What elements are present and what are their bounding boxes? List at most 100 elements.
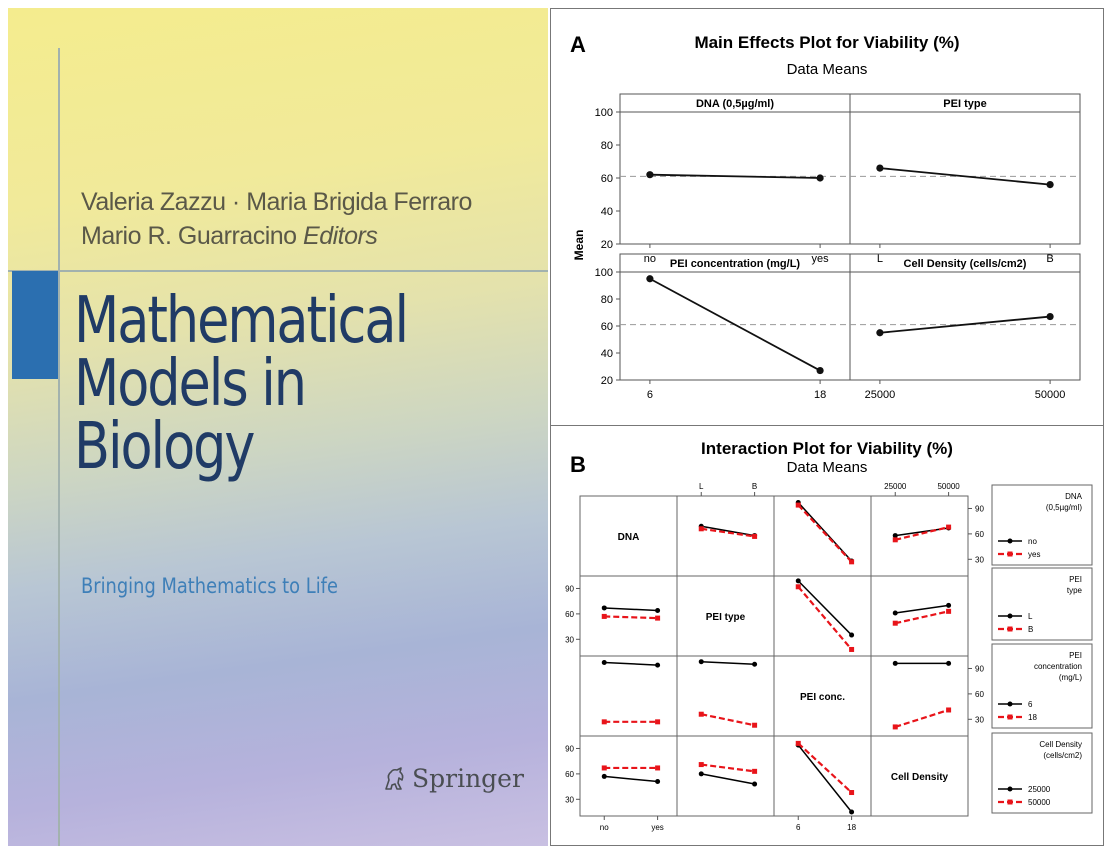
legend-entry: yes [1028, 550, 1040, 559]
y-tick-label: 60 [975, 530, 984, 539]
legend-entry: 25000 [1028, 785, 1051, 794]
legend-entry: 18 [1028, 713, 1037, 722]
cover-title-line: Mathematical [74, 284, 409, 358]
legend-title: concentration [1034, 662, 1082, 671]
data-point [655, 662, 661, 668]
legend-title: DNA [1065, 492, 1083, 501]
data-point [849, 632, 855, 638]
interaction-line-level-2 [797, 742, 853, 794]
y-tick-label: 20 [601, 239, 613, 251]
interaction-line-level-1 [604, 661, 658, 666]
x-tick-label: B [1046, 253, 1053, 265]
interaction-title: Interaction Plot for Viability (%) [701, 439, 953, 458]
cover-vertical-rule [58, 48, 60, 846]
data-point [892, 537, 898, 543]
interaction-line-level-2 [894, 708, 949, 728]
publisher-name: Springer [412, 764, 524, 793]
data-point [655, 615, 661, 621]
data-point [816, 366, 824, 375]
data-point [849, 646, 855, 652]
panel-b-frame [550, 425, 1104, 846]
data-point [946, 602, 952, 608]
legend-title: (cells/cm2) [1043, 751, 1082, 760]
interaction-line-level-1 [604, 607, 658, 612]
x-tick-label: 18 [847, 823, 856, 832]
legend-entry: 6 [1028, 700, 1033, 709]
panel-strip-title: PEI type [943, 98, 986, 110]
data-point [646, 275, 654, 283]
x-tick-label: 50000 [1035, 389, 1066, 401]
legend-marker [1007, 538, 1013, 544]
y-tick-label: 60 [565, 610, 574, 619]
x-tick-label: no [644, 253, 656, 265]
data-point [816, 174, 824, 182]
data-point [752, 661, 758, 667]
interaction-line-level-2 [797, 504, 853, 563]
interaction-line-level-2 [895, 610, 949, 625]
legend-marker [1007, 701, 1013, 707]
cover-title: Mathematical Models in Biology [74, 284, 409, 479]
data-point [876, 164, 884, 172]
data-point [752, 768, 758, 774]
cover-subtitle: Bringing Mathematics to Life [81, 574, 338, 598]
legend-title: PEI [1069, 651, 1082, 660]
panel-strip-title: DNA (0,5µg/ml) [696, 98, 774, 110]
y-tick-label: 30 [975, 555, 984, 564]
main-effect-line [879, 167, 1051, 186]
data-point [892, 610, 898, 616]
data-point [601, 613, 607, 619]
x-tick-label: 25000 [865, 389, 896, 401]
y-tick-label: 90 [565, 744, 574, 753]
interaction-line-level-2 [701, 713, 755, 727]
data-point [601, 765, 607, 771]
data-point [698, 771, 704, 777]
main-effects-plot: DNA (0,5µg/ml) 20 40 60 80 100 no yes PEI type L B… [595, 93, 1081, 401]
interaction-line-level-1 [701, 773, 755, 785]
data-point [601, 719, 607, 725]
cover-title-line: Models in [74, 347, 307, 421]
interaction-line-level-1 [895, 604, 949, 614]
legend-title: type [1067, 586, 1083, 595]
data-point [892, 533, 898, 539]
data-point [752, 533, 758, 539]
panel-frame [619, 253, 851, 381]
y-tick-label: 90 [975, 664, 984, 673]
data-point [946, 524, 952, 530]
data-point [849, 559, 855, 565]
cover-authors-line-1: Valeria Zazzu · Maria Brigida Ferraro [81, 188, 472, 216]
y-tick-label: 100 [595, 107, 613, 119]
main-effect-line [879, 315, 1051, 334]
data-point [946, 707, 952, 713]
data-point [752, 722, 758, 728]
x-tick-label: L [877, 253, 883, 265]
legend-marker [1007, 551, 1013, 557]
interaction-line-level-2 [797, 586, 853, 651]
panel-a-letter: A [570, 32, 586, 57]
data-point [795, 740, 801, 746]
y-tick-label: 90 [975, 504, 984, 513]
data-point [892, 620, 898, 626]
legend-marker [1007, 799, 1013, 805]
interaction-line-level-1 [701, 525, 755, 537]
book-cover: Valeria Zazzu · Maria Brigida Ferraro Ma… [8, 8, 548, 846]
factor-label: DNA [618, 532, 640, 543]
data-point [1046, 312, 1054, 321]
data-point [946, 608, 952, 614]
x-tick-label: 50000 [937, 482, 960, 491]
y-tick-label: 20 [601, 375, 613, 387]
legend-entry: 50000 [1028, 798, 1051, 807]
data-point [698, 659, 704, 665]
panel-strip-title: PEI concentration (mg/L) [670, 258, 801, 270]
data-point [849, 809, 855, 815]
interaction-line-level-2 [894, 526, 949, 541]
data-point [946, 660, 952, 666]
cover-editor-name: Mario R. Guarracino [81, 222, 297, 250]
y-tick-label: 90 [565, 584, 574, 593]
factor-label: PEI type [706, 612, 746, 623]
x-tick-label: B [752, 482, 757, 491]
legend-marker [1007, 613, 1013, 619]
data-point [601, 605, 607, 611]
legend-marker [1007, 626, 1013, 632]
interaction-line-level-1 [797, 744, 853, 813]
x-tick-label: no [600, 823, 609, 832]
